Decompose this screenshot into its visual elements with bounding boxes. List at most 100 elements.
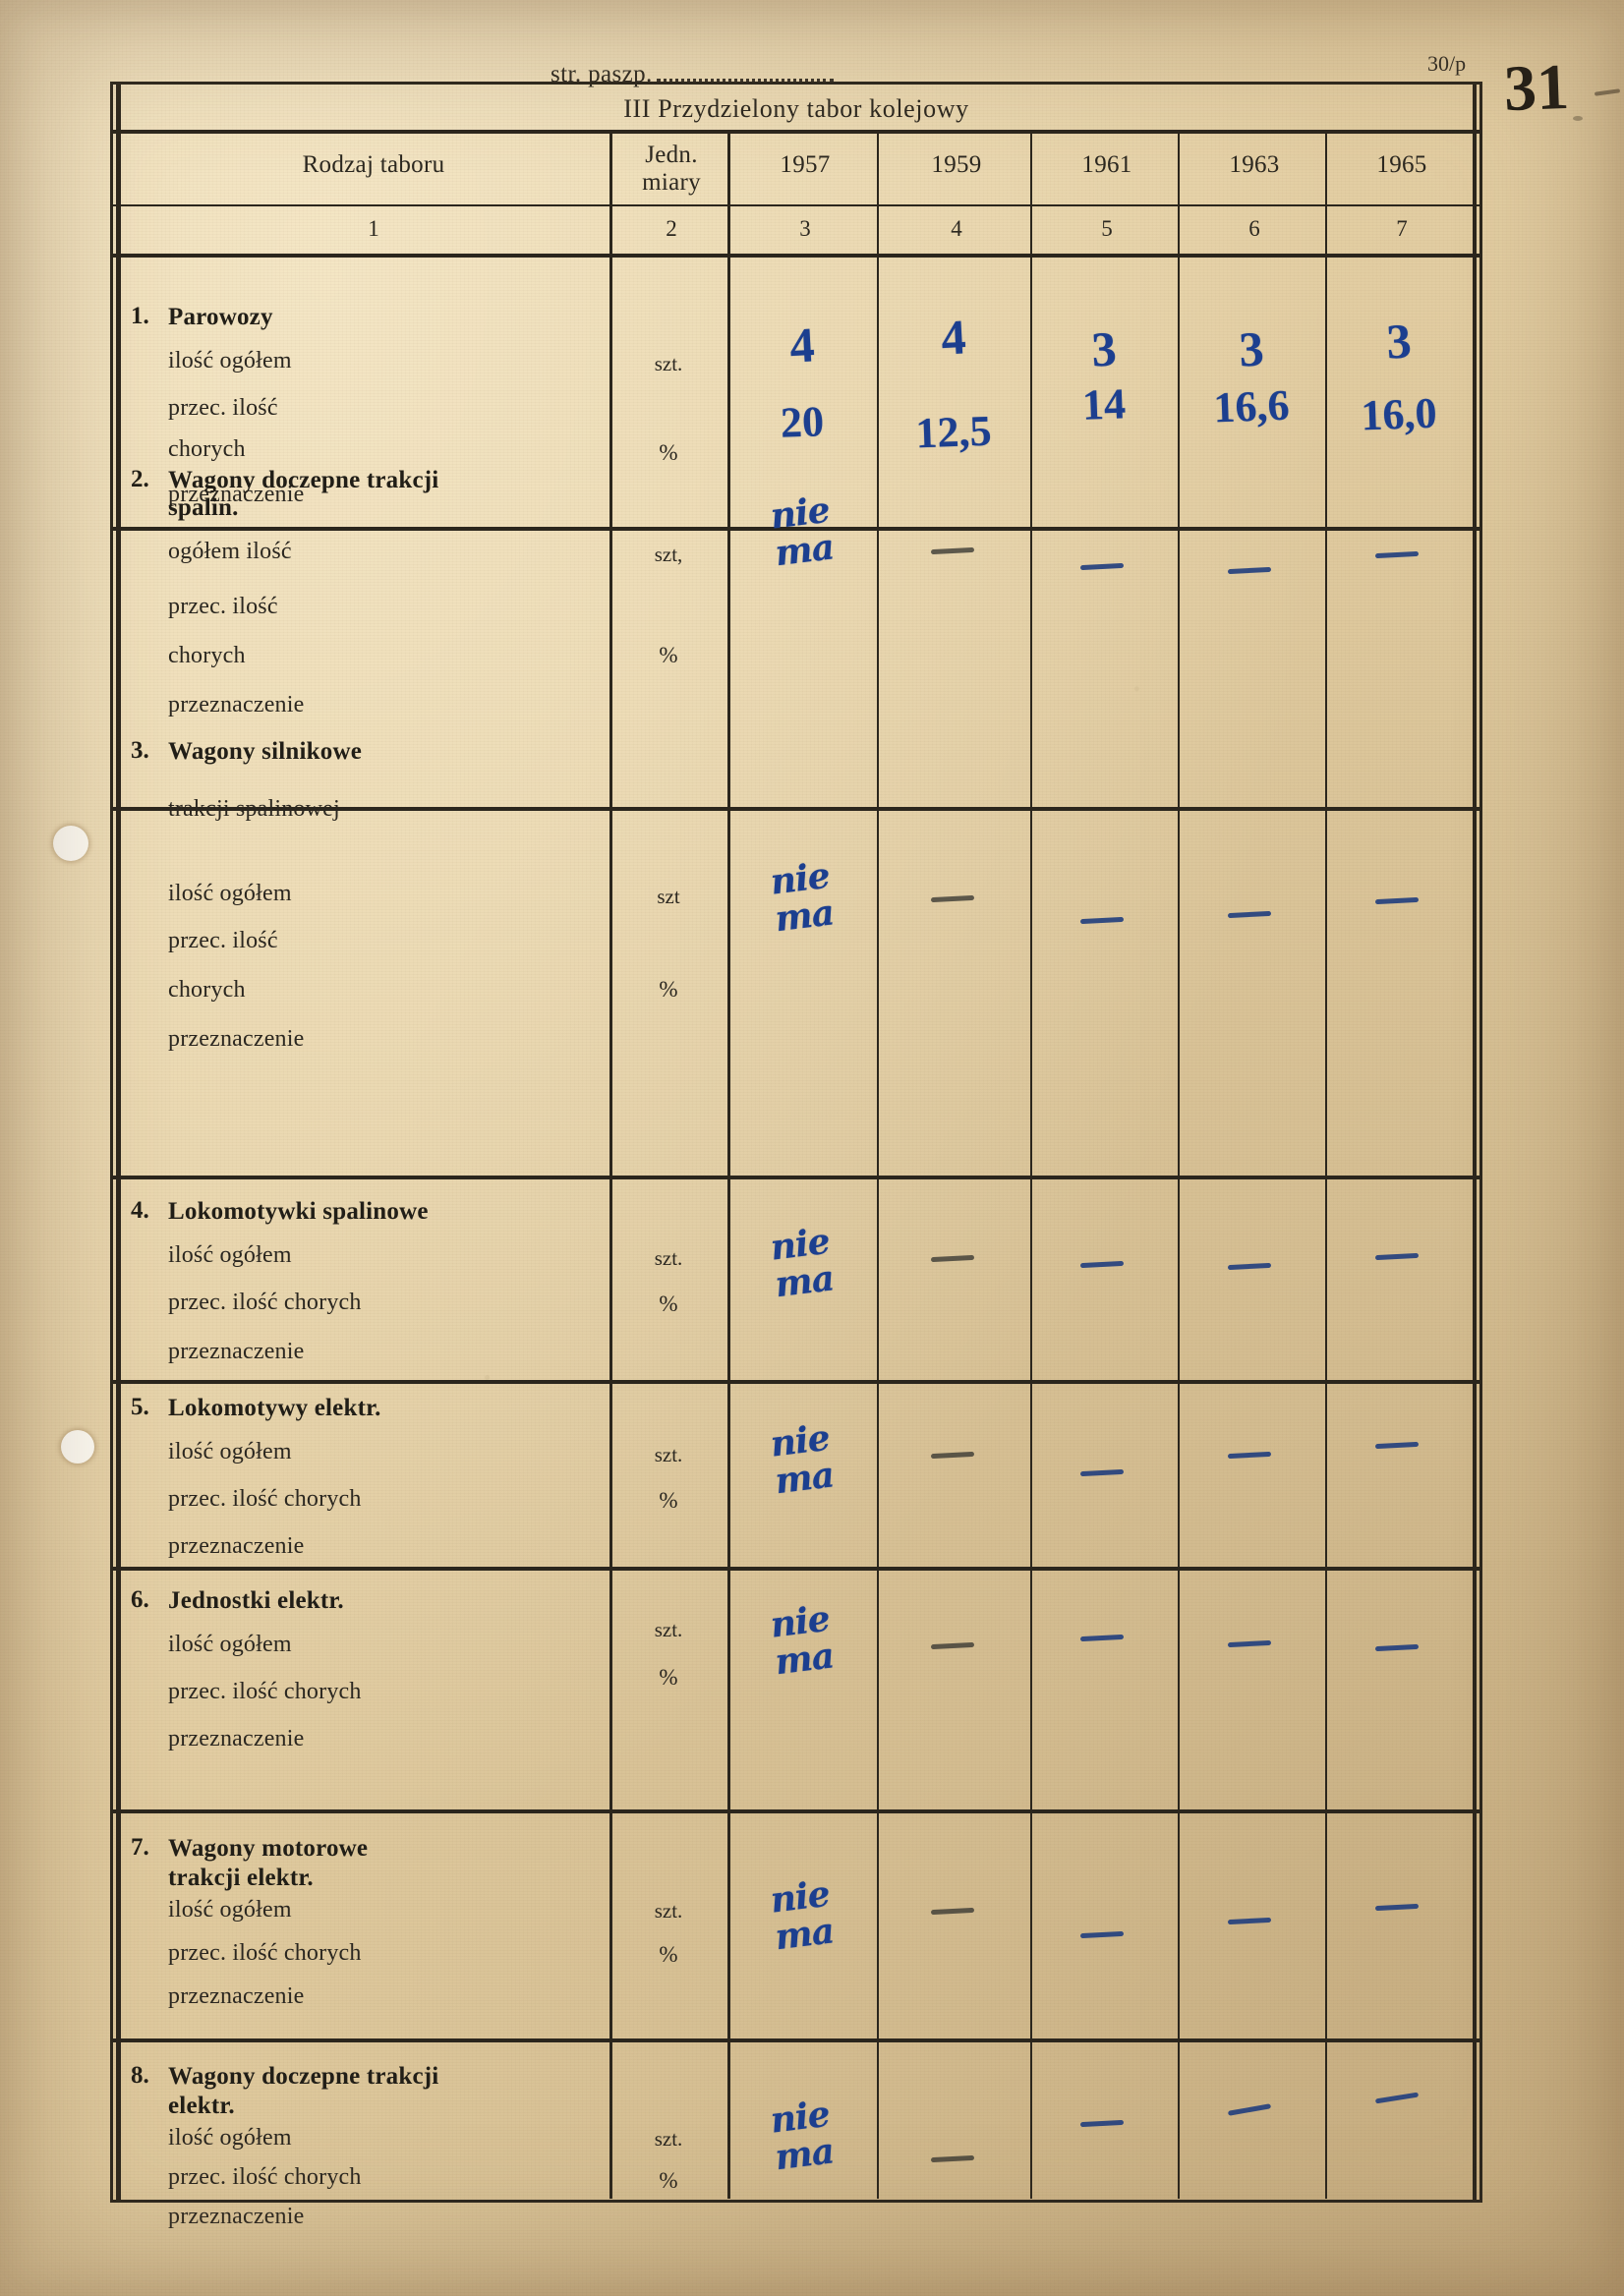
row-7-unit-count: szt. xyxy=(654,1899,683,1923)
punch-hole-top xyxy=(53,826,88,861)
vrule-col3-col4 xyxy=(877,130,879,2199)
row-8-value-1961-dash xyxy=(1079,2119,1125,2128)
row-1-sublabel-2: chorych xyxy=(168,436,246,462)
row-5-unit-count: szt. xyxy=(654,1443,683,1466)
row-4-number: 4. xyxy=(131,1197,149,1224)
column-index-7: 7 xyxy=(1396,216,1408,241)
row-1-unit-count: szt. xyxy=(654,352,683,375)
row-8-title-line2: elektr. xyxy=(168,2093,235,2119)
row-8-unit-pct: % xyxy=(659,2168,678,2193)
column-header-jedn-miary-line2: miary xyxy=(642,169,701,196)
rule-below-headers xyxy=(113,204,1479,206)
column-header-1959: 1959 xyxy=(931,151,982,178)
row-4-value-1959-dash xyxy=(930,1254,975,1263)
row-5-unit-pct: % xyxy=(659,1488,678,1513)
row-5-sublabel-1: przec. ilość chorych xyxy=(168,1486,362,1512)
row-1-value-1957-pct: 20 xyxy=(780,397,825,447)
rule-after-row-2 xyxy=(113,807,1479,811)
row-6-number: 6. xyxy=(131,1586,149,1613)
vrule-col6-col7 xyxy=(1325,130,1327,2199)
rule-below-title xyxy=(113,130,1479,134)
row-6-sublabel-0: ilość ogółem xyxy=(168,1632,292,1657)
row-7-value-1959-dash xyxy=(930,1907,975,1916)
row-5-sublabel-2: przeznaczenie xyxy=(168,1533,305,1559)
rolling-stock-table: III Przydzielony tabor kolejowy Rodzaj t… xyxy=(110,82,1482,2229)
row-5-sublabel-0: ilość ogółem xyxy=(168,1439,292,1464)
row-1-value-1963-pct: 16,6 xyxy=(1212,380,1291,432)
row-2-value-1965-dash xyxy=(1374,550,1420,559)
row-5-value-1965-dash xyxy=(1374,1441,1420,1450)
row-2-value-1961-dash xyxy=(1079,562,1125,571)
row-8-sublabel-2: przeznaczenie xyxy=(168,2204,305,2229)
page-number-stamp: 31 xyxy=(1502,50,1571,126)
row-1-sublabel-3: przeznaczenie xyxy=(168,482,305,507)
row-1-value-1961-count: 3 xyxy=(1090,320,1118,377)
row-3-unit-pct: % xyxy=(659,977,678,1002)
row-1-number: 1. xyxy=(131,303,149,329)
rule-after-row-7 xyxy=(113,2038,1479,2042)
row-2-sublabel-1: przec. ilość xyxy=(168,594,278,619)
row-6-sublabel-1: przec. ilość chorych xyxy=(168,1679,362,1704)
row-3-value-1957-count: nie ma xyxy=(768,854,837,941)
column-index-3: 3 xyxy=(799,216,811,241)
row-3-value-1963-dash xyxy=(1227,910,1272,919)
table-title: III Przydzielony tabor kolejowy xyxy=(623,94,969,123)
row-3-sublabel-3: przeznaczenie xyxy=(168,1026,305,1052)
row-3-number: 3. xyxy=(131,737,149,764)
row-2-title: Wagony doczepne trakcji xyxy=(168,467,439,493)
rule-after-row-6 xyxy=(113,1809,1479,1813)
row-5-number: 5. xyxy=(131,1394,149,1420)
row-8-value-1965-dash xyxy=(1374,2092,1420,2104)
row-3-title: Wagony silnikowe xyxy=(168,738,362,765)
row-8-sublabel-0: ilość ogółem xyxy=(168,2125,292,2151)
row-5-title: Lokomotywy elektr. xyxy=(168,1395,381,1421)
page-code: 30/p xyxy=(1427,51,1467,76)
row-7-number: 7. xyxy=(131,1834,149,1861)
row-2-value-1959-dash xyxy=(930,546,975,555)
row-5-value-1963-dash xyxy=(1227,1451,1272,1460)
row-6-value-1963-dash xyxy=(1227,1639,1272,1648)
row-3-sublabel-0: ilość ogółem xyxy=(168,881,292,906)
vrule-col2-col3 xyxy=(727,130,730,2199)
row-1-sublabel-1: przec. ilość xyxy=(168,395,278,421)
row-1-value-1963-count: 3 xyxy=(1238,320,1265,377)
row-3-title-line2: trakcji spalinowej xyxy=(168,796,340,822)
row-7-value-1957-count: nie ma xyxy=(768,1872,837,1959)
row-3-sublabel-2: chorych xyxy=(168,977,246,1003)
rule-below-column-index xyxy=(113,254,1479,258)
row-4-value-1957-count: nie ma xyxy=(768,1220,837,1306)
row-7-sublabel-2: przeznaczenie xyxy=(168,1983,305,2009)
row-8-number: 8. xyxy=(131,2062,149,2089)
row-6-value-1959-dash xyxy=(930,1641,975,1650)
row-4-title: Lokomotywki spalinowe xyxy=(168,1198,429,1225)
column-header-1961: 1961 xyxy=(1081,151,1132,178)
row-3-unit-count: szt xyxy=(657,885,680,908)
row-1-value-1965-pct: 16,0 xyxy=(1360,388,1438,440)
row-4-unit-count: szt. xyxy=(654,1246,683,1270)
row-5-value-1957-count: nie ma xyxy=(768,1416,837,1503)
row-4-unit-pct: % xyxy=(659,1292,678,1316)
row-7-value-1965-dash xyxy=(1374,1903,1420,1912)
row-7-sublabel-1: przec. ilość chorych xyxy=(168,1940,362,1966)
row-8-value-1959-dash xyxy=(930,2154,975,2163)
row-1-value-1959-count: 4 xyxy=(940,309,967,366)
row-2-sublabel-2: chorych xyxy=(168,643,246,668)
row-1-unit-pct: % xyxy=(659,440,678,465)
row-6-unit-count: szt. xyxy=(654,1618,683,1641)
row-8-sublabel-1: przec. ilość chorych xyxy=(168,2164,362,2190)
column-header-jedn-miary-line1: Jedn. xyxy=(645,142,698,168)
row-1-value-1957-count: 4 xyxy=(788,316,816,373)
column-header-1965: 1965 xyxy=(1376,151,1427,178)
column-header-1963: 1963 xyxy=(1229,151,1280,178)
row-1-value-1959-pct: 12,5 xyxy=(914,406,993,458)
row-2-unit-count: szt, xyxy=(654,543,683,566)
row-2-sublabel-3: przeznaczenie xyxy=(168,692,305,718)
vrule-col4-col5 xyxy=(1030,130,1032,2199)
row-6-unit-pct: % xyxy=(659,1665,678,1690)
row-6-value-1965-dash xyxy=(1374,1643,1420,1652)
row-4-sublabel-2: przeznaczenie xyxy=(168,1339,305,1364)
vrule-col1-col2 xyxy=(609,130,612,2199)
row-8-value-1957-count: nie ma xyxy=(768,2093,837,2179)
rule-after-row-4 xyxy=(113,1380,1479,1384)
row-2-title-line2: spalin. xyxy=(168,494,239,521)
